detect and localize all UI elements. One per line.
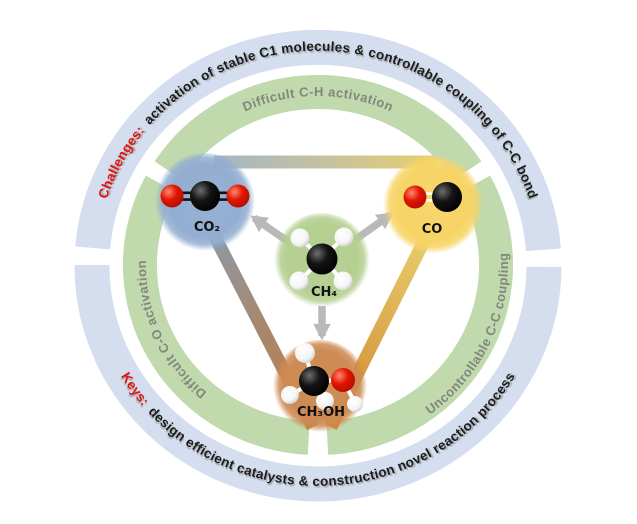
hydrogen-atom — [281, 386, 299, 404]
co-circle — [383, 156, 483, 256]
inner-ring-left-arc — [122, 175, 310, 455]
co2-label: CO₂ — [194, 220, 220, 235]
carbon-atom — [299, 366, 329, 396]
hydrogen-atom — [289, 271, 309, 291]
carbon-atom — [432, 182, 462, 212]
ch3oh-label: CH₃OH — [297, 405, 345, 420]
hydrogen-atom — [295, 343, 315, 363]
inner-ring-right-arc — [326, 175, 514, 455]
oxygen-atom — [160, 184, 184, 208]
ch4-molecule: CH₄ — [274, 213, 370, 309]
hydrogen-atom — [347, 396, 363, 412]
oxygen-atom — [226, 184, 250, 208]
oxygen-atom — [403, 185, 427, 209]
carbon-atom — [190, 181, 220, 211]
co-label: CO — [422, 222, 443, 237]
ch4-label: CH₄ — [311, 285, 337, 300]
oxygen-atom — [331, 368, 355, 392]
inner-ring-top-arc — [154, 75, 482, 181]
ch3oh-molecule: CH₃OH — [273, 340, 367, 434]
co-molecule: CO — [383, 156, 483, 256]
hydrogen-atom — [290, 228, 310, 248]
carbon-atom — [306, 243, 338, 275]
outer-ring-top-arc — [75, 29, 561, 252]
hydrogen-atom — [333, 271, 353, 291]
co2-molecule: CO₂ — [155, 153, 255, 253]
hydrogen-atom — [316, 392, 334, 410]
hydrogen-atom — [334, 227, 354, 247]
outer-ring-bottom-arc — [74, 264, 562, 502]
